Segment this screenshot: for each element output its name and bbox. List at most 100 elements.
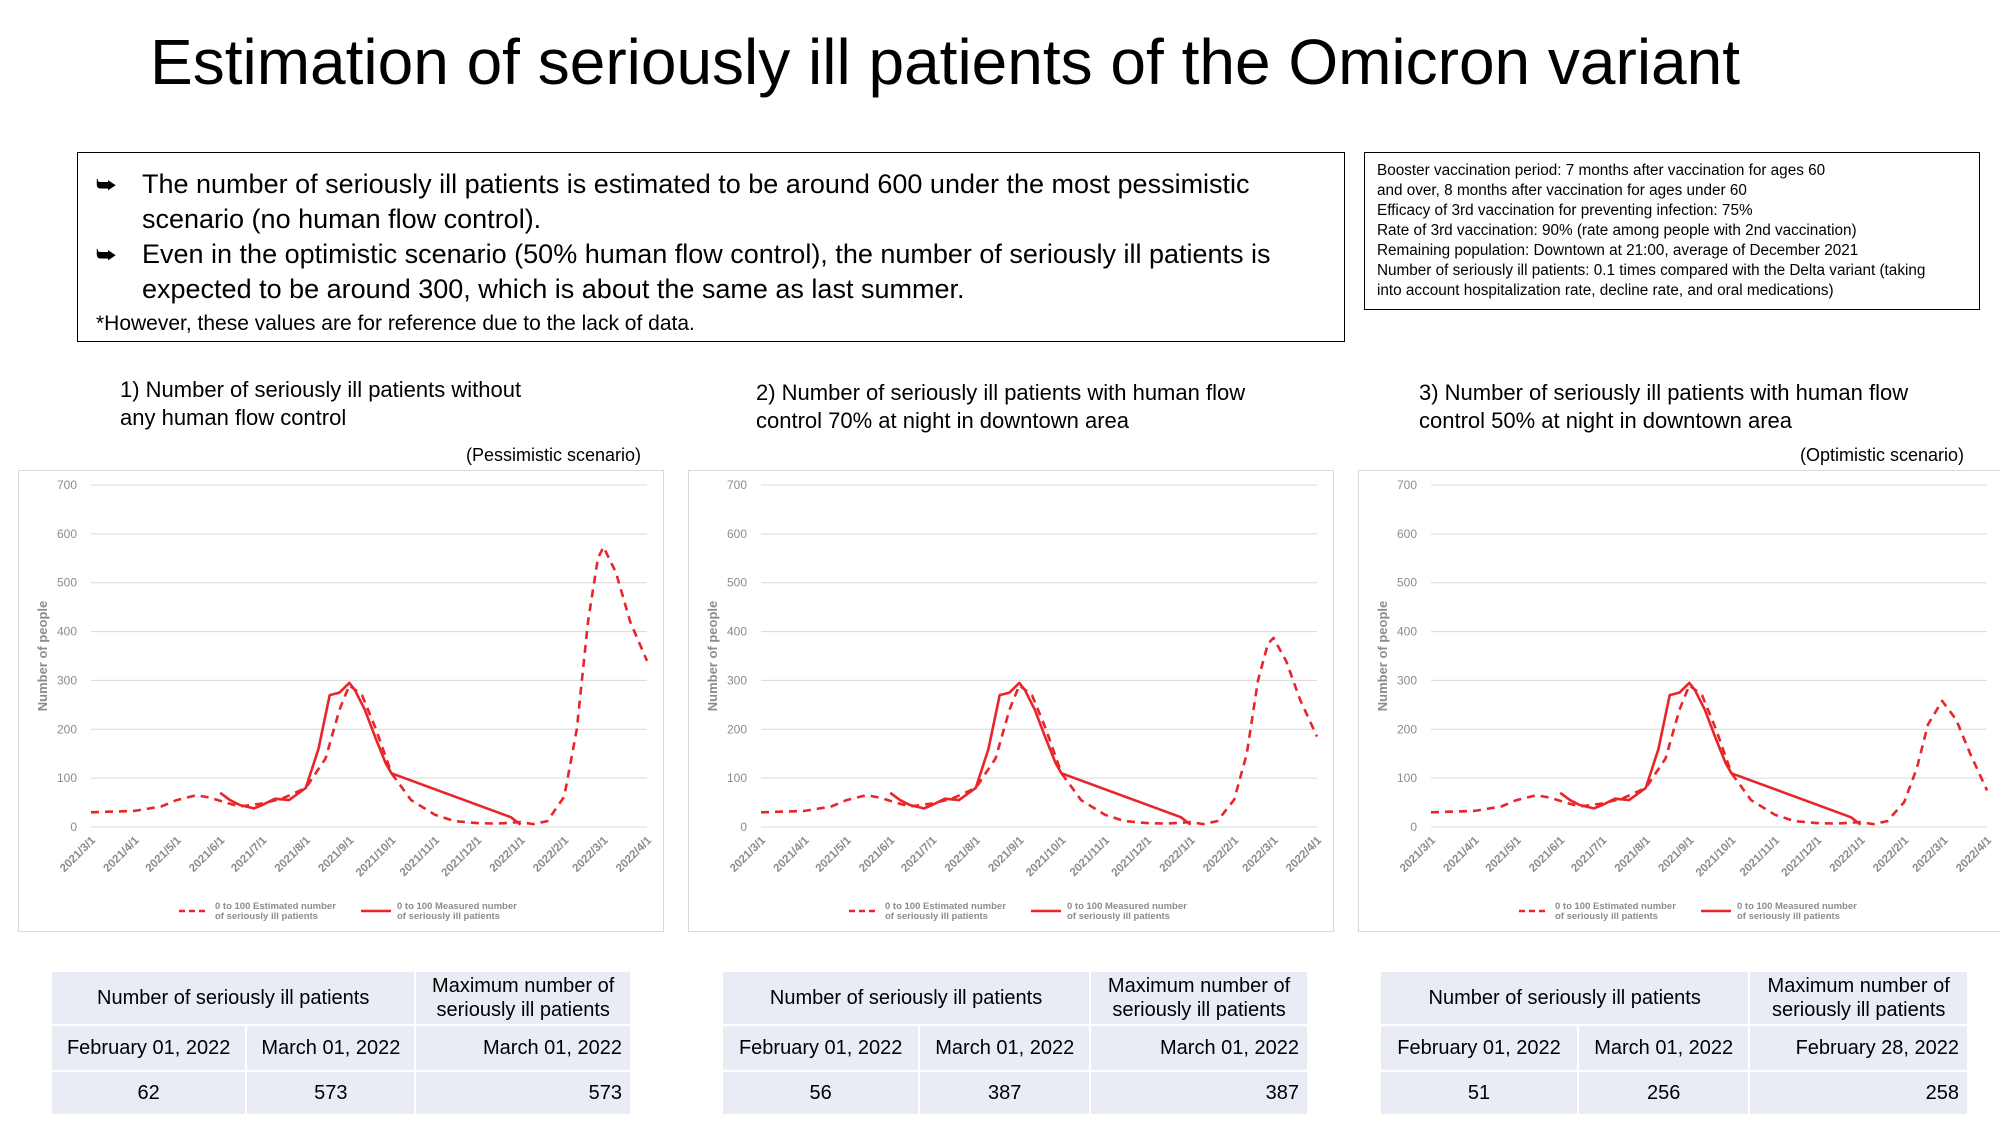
- assumption-line: and over, 8 months after vaccination for…: [1377, 182, 1747, 199]
- panel-3-title: 3) Number of seriously ill patients with…: [1419, 379, 1908, 435]
- measured-series-line: [889, 681, 1192, 826]
- x-tick-label: 2022/1/1: [1158, 834, 1199, 875]
- table-date-cell: February 01, 2022: [1378, 1024, 1580, 1072]
- stats-table-3: Number of seriously ill patients Maximum…: [1378, 970, 1969, 1116]
- x-tick-label: 2022/1/1: [488, 834, 529, 875]
- table-value-cell: 258: [1748, 1070, 1969, 1116]
- x-tick-label: 2021/12/1: [440, 834, 485, 879]
- y-axis-label: Number of people: [35, 601, 50, 712]
- x-tick-label: 2021/11/1: [1068, 834, 1113, 879]
- x-tick-label: 2021/3/1: [1398, 834, 1439, 875]
- y-tick-label: 100: [57, 771, 77, 785]
- x-tick-label: 2021/11/1: [398, 834, 443, 879]
- y-axis-label: Number of people: [705, 601, 720, 712]
- summary-bullet-text: Even in the optimistic scenario (50% hum…: [142, 239, 1271, 304]
- x-tick-label: 2022/2/1: [1201, 834, 1242, 875]
- y-tick-label: 700: [1397, 478, 1417, 492]
- y-tick-label: 200: [1397, 722, 1417, 736]
- table-value-cell: 62: [49, 1070, 248, 1116]
- y-tick-label: 200: [727, 722, 747, 736]
- table-date-cell: March 01, 2022: [1089, 1024, 1309, 1072]
- table-value-cell: 256: [1577, 1070, 1751, 1116]
- chart-panel-1: 0 100 200 300 400 500 600 700 Number of people 20…: [18, 470, 664, 932]
- x-tick-label: 2021/4/1: [102, 834, 143, 875]
- assumptions-box: Booster vaccination period: 7 months aft…: [1364, 152, 1980, 310]
- x-tick-label: 2021/3/1: [58, 834, 99, 875]
- x-tick-label: 2021/5/1: [144, 834, 185, 875]
- table-date-cell: February 28, 2022: [1748, 1024, 1969, 1072]
- summary-bullet-text: The number of seriously ill patients is …: [142, 169, 1250, 234]
- x-tick-label: 2021/8/1: [943, 834, 984, 875]
- assumption-line: Efficacy of 3rd vaccination for preventi…: [1377, 202, 1753, 219]
- y-tick-label: 500: [727, 576, 747, 590]
- y-tick-label: 600: [727, 527, 747, 541]
- panel-title-line: control 50% at night in downtown area: [1419, 408, 1793, 433]
- table-header-count: Number of seriously ill patients: [1378, 970, 1751, 1026]
- table-value-cell: 573: [414, 1070, 632, 1116]
- table-value-cell: 573: [245, 1070, 417, 1116]
- measured-series-line: [219, 681, 522, 826]
- x-tick-label: 2021/3/1: [728, 834, 769, 875]
- assumption-line: Booster vaccination period: 7 months aft…: [1377, 162, 1826, 179]
- x-tick-label: 2021/9/1: [316, 834, 357, 875]
- x-tick-label: 2022/3/1: [1910, 834, 1951, 875]
- panel-1-scenario: (Pessimistic scenario): [466, 445, 642, 465]
- x-tick-label: 2021/5/1: [814, 834, 855, 875]
- table-date-cell: March 01, 2022: [245, 1024, 417, 1072]
- chart-panel-2: 0 100 200 300 400 500 600 700 Number of people 20…: [688, 470, 1334, 932]
- table-date-cell: March 01, 2022: [414, 1024, 632, 1072]
- estimated-series-line: [760, 636, 1319, 826]
- table-header-count: Number of seriously ill patients: [49, 970, 417, 1026]
- x-tick-label: 2021/10/1: [1024, 834, 1069, 879]
- y-tick-label: 600: [1397, 527, 1417, 541]
- table-date-cell: February 01, 2022: [49, 1024, 248, 1072]
- x-tick-label: 2021/7/1: [1569, 834, 1610, 875]
- summary-note: *However, these values are for reference…: [96, 312, 695, 335]
- x-tick-label: 2022/4/1: [1284, 834, 1325, 875]
- panel-title-line: 3) Number of seriously ill patients with…: [1419, 380, 1909, 405]
- x-tick-label: 2022/4/1: [1954, 834, 1995, 875]
- table-value-cell: 387: [1089, 1070, 1309, 1116]
- y-tick-label: 400: [727, 625, 747, 639]
- table-value-cell: 56: [720, 1070, 921, 1116]
- legend-label: 0 to 100 Estimated number of seriously il…: [215, 901, 336, 922]
- table-date-cell: February 01, 2022: [720, 1024, 921, 1072]
- y-tick-label: 0: [740, 820, 747, 834]
- table-date-cell: March 01, 2022: [1577, 1024, 1751, 1072]
- panel-2-title: 2) Number of seriously ill patients with…: [756, 379, 1245, 435]
- stats-table-2: Number of seriously ill patients Maximum…: [720, 970, 1309, 1116]
- x-tick-label: 2021/9/1: [986, 834, 1027, 875]
- table-header-max: Maximum number of seriously ill patients: [414, 970, 632, 1026]
- x-tick-label: 2021/10/1: [354, 834, 399, 879]
- legend-label: 0 to 100 Measured number of seriously ill…: [1737, 901, 1857, 922]
- x-tick-label: 2021/7/1: [899, 834, 940, 875]
- x-tick-label: 2021/6/1: [857, 834, 898, 875]
- x-tick-label: 2022/1/1: [1828, 834, 1869, 875]
- y-tick-label: 700: [727, 478, 747, 492]
- legend-label: 0 to 100 Estimated number of seriously il…: [1555, 901, 1676, 922]
- y-tick-label: 200: [57, 722, 77, 736]
- y-tick-label: 100: [727, 771, 747, 785]
- table-date-cell: March 01, 2022: [918, 1024, 1092, 1072]
- y-tick-label: 100: [1397, 771, 1417, 785]
- stats-table-1: Number of seriously ill patients Maximum…: [49, 970, 632, 1116]
- table-value-cell: 387: [918, 1070, 1092, 1116]
- x-tick-label: 2021/10/1: [1694, 834, 1739, 879]
- panel-title-line: control 70% at night in downtown area: [756, 408, 1130, 433]
- panel-title-line: 2) Number of seriously ill patients with…: [756, 380, 1246, 405]
- table-header-count: Number of seriously ill patients: [720, 970, 1092, 1026]
- legend-label: 0 to 100 Measured number of seriously ill…: [397, 901, 517, 922]
- estimated-series-line: [1430, 684, 1989, 826]
- table-header-max: Maximum number of seriously ill patients: [1089, 970, 1309, 1026]
- summary-box: ⮩ The number of seriously ill patients i…: [77, 152, 1345, 342]
- x-tick-label: 2021/9/1: [1656, 834, 1697, 875]
- x-tick-label: 2021/4/1: [1442, 834, 1483, 875]
- y-tick-label: 300: [57, 673, 77, 687]
- y-tick-label: 300: [1397, 673, 1417, 687]
- chart-panel-3: 0 100 200 300 400 500 600 700 Number of people 20…: [1358, 470, 2000, 932]
- x-tick-label: 2021/12/1: [1780, 834, 1825, 879]
- x-tick-label: 2022/3/1: [570, 834, 611, 875]
- y-tick-label: 0: [70, 820, 77, 834]
- x-tick-label: 2021/8/1: [273, 834, 314, 875]
- measured-series-line: [1559, 681, 1862, 826]
